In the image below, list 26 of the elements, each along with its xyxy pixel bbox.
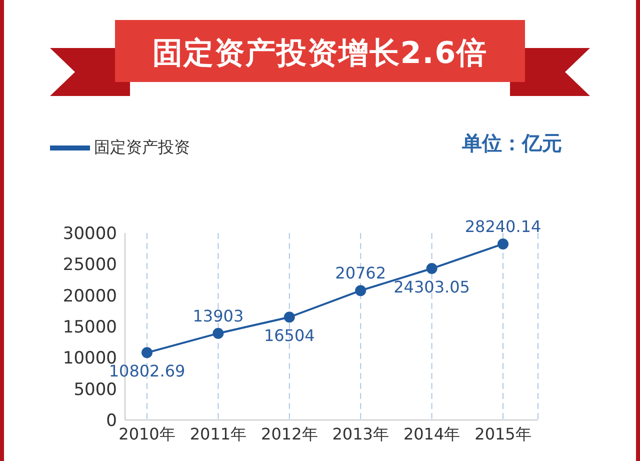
point xyxy=(284,312,295,323)
x-tick-label: 2011年 xyxy=(190,424,247,444)
point xyxy=(498,238,508,250)
x-tick-label: 2010年 xyxy=(118,424,176,444)
data-label: 20762 xyxy=(335,264,386,283)
y-tick-label: 30000 xyxy=(62,224,117,244)
y-tick-label: 0 xyxy=(106,411,117,432)
point xyxy=(212,328,224,339)
chart-title: 固定资产投资增长2.6倍 xyxy=(115,22,525,84)
x-tick-label: 2013年 xyxy=(332,424,389,444)
y-tick-label: 20000 xyxy=(62,286,117,306)
x-tick-label: 2012年 xyxy=(261,424,318,444)
y-tick-label: 25000 xyxy=(62,255,117,276)
point xyxy=(142,347,152,358)
data-label: 28240.14 xyxy=(464,216,542,236)
point xyxy=(355,285,366,296)
data-label: 13903 xyxy=(192,306,244,326)
y-tick-label: 15000 xyxy=(62,318,117,338)
data-label: 24303.05 xyxy=(394,278,470,297)
point xyxy=(426,263,438,274)
x-tick-label: 2014年 xyxy=(403,424,460,444)
x-tick-label: 2015年 xyxy=(474,424,532,444)
text: 单位：亿元 xyxy=(462,130,562,157)
y-tick-label: 5000 xyxy=(74,380,117,400)
data-label: 16504 xyxy=(264,326,315,346)
legend-label: 固定资产投资 xyxy=(94,137,190,156)
